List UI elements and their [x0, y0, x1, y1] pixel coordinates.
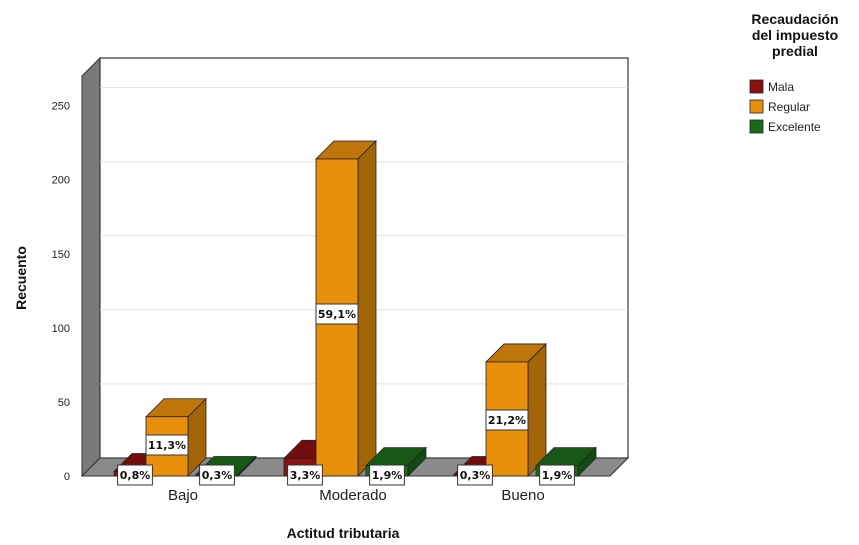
svg-text:3,3%: 3,3%: [290, 469, 321, 482]
legend-label: Excelente: [768, 120, 821, 134]
y-axis-title: Recuento: [13, 246, 29, 310]
data-label: 59,1%: [315, 303, 359, 325]
svg-text:21,2%: 21,2%: [488, 414, 526, 427]
data-label: 1,9%: [539, 464, 575, 486]
data-label: 0,3%: [457, 464, 493, 486]
data-label: 0,3%: [199, 464, 235, 486]
legend-title: Recaudación del impuesto predial: [751, 11, 838, 59]
svg-text:0,3%: 0,3%: [460, 469, 491, 482]
y-tick-label: 150: [52, 249, 70, 261]
y-tick-label: 100: [52, 323, 70, 335]
y-axis-ticks: 0 50 100 150 200 250: [52, 101, 70, 483]
legend-label: Mala: [768, 80, 794, 94]
y-tick-label: 250: [52, 101, 70, 113]
data-label: 21,2%: [485, 409, 529, 431]
y-tick-label: 0: [64, 471, 70, 483]
data-label: 0,8%: [117, 464, 153, 486]
legend-item-regular: Regular: [749, 99, 810, 114]
svg-text:1,9%: 1,9%: [372, 469, 403, 482]
legend-swatch: [749, 79, 764, 94]
x-tick-label: Bajo: [168, 487, 198, 504]
svg-text:59,1%: 59,1%: [318, 308, 356, 321]
data-label: 3,3%: [287, 464, 323, 486]
legend: Recaudación del impuesto predial Mala Regul…: [749, 11, 839, 134]
legend-swatch: [749, 99, 764, 114]
x-axis-title: Actitud tributaria: [287, 525, 400, 541]
y-tick-label: 200: [52, 175, 70, 187]
svg-text:0,8%: 0,8%: [120, 469, 151, 482]
svg-text:11,3%: 11,3%: [148, 439, 186, 452]
left-wall: [81, 56, 101, 478]
data-labels: 0,8% 11,3% 0,3% 3,3% 59,1% 1,9% 0,3% 21,2% 1,9%: [117, 303, 575, 486]
data-label: 1,9%: [369, 464, 405, 486]
legend-swatch: [749, 119, 764, 134]
x-tick-label: Bueno: [501, 487, 544, 504]
x-tick-label: Moderado: [319, 487, 387, 504]
svg-text:1,9%: 1,9%: [542, 469, 573, 482]
x-axis-categories: Bajo Moderado Bueno: [168, 487, 545, 504]
legend-item-mala: Mala: [749, 79, 794, 94]
legend-item-excelente: Excelente: [749, 119, 821, 134]
data-label: 11,3%: [145, 434, 189, 456]
svg-text:0,3%: 0,3%: [202, 469, 233, 482]
legend-label: Regular: [768, 100, 810, 114]
y-tick-label: 50: [58, 397, 70, 409]
